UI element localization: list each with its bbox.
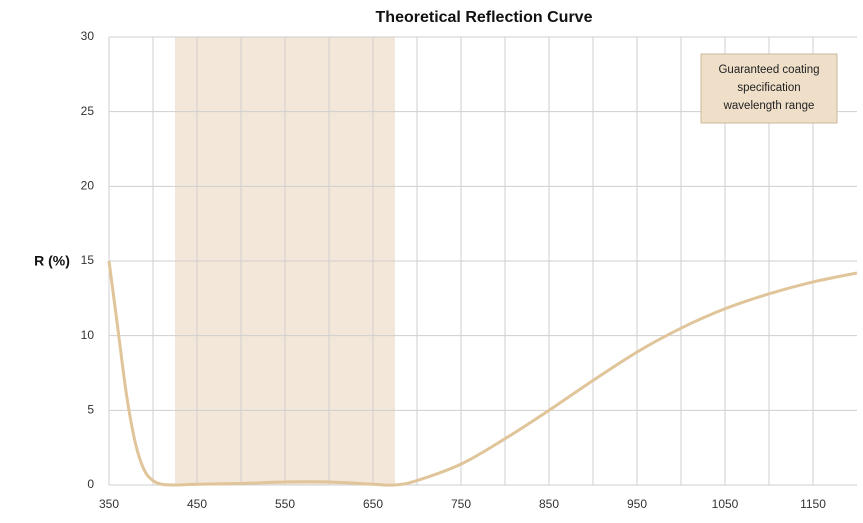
y-tick-label: 15: [81, 253, 95, 267]
x-tick-label: 950: [627, 497, 647, 511]
legend-text: specification: [737, 82, 800, 94]
y-tick-label: 20: [81, 179, 95, 193]
x-tick-label: 850: [539, 497, 559, 511]
y-tick-label: 30: [81, 29, 95, 43]
y-axis-label: R (%): [34, 253, 70, 269]
legend-text: Guaranteed coating: [718, 64, 819, 76]
y-tick-label: 0: [87, 477, 94, 491]
legend-box: [700, 53, 838, 124]
x-tick-label: 650: [363, 497, 383, 511]
x-tick-label: 750: [451, 497, 471, 511]
x-tick-label: 1150: [800, 497, 826, 511]
x-tick-label: 450: [187, 497, 207, 511]
y-tick-label: 5: [87, 403, 94, 417]
data-line: [107, 260, 858, 487]
chart-title: Theoretical Reflection Curve: [376, 9, 593, 26]
y-tick-label: 10: [81, 328, 95, 342]
x-tick-label: 550: [275, 497, 295, 511]
legend-text: wavelength range: [723, 100, 815, 112]
y-tick-label: 25: [81, 104, 95, 118]
x-tick-label: 1050: [712, 497, 739, 511]
x-tick-label: 350: [99, 497, 119, 511]
